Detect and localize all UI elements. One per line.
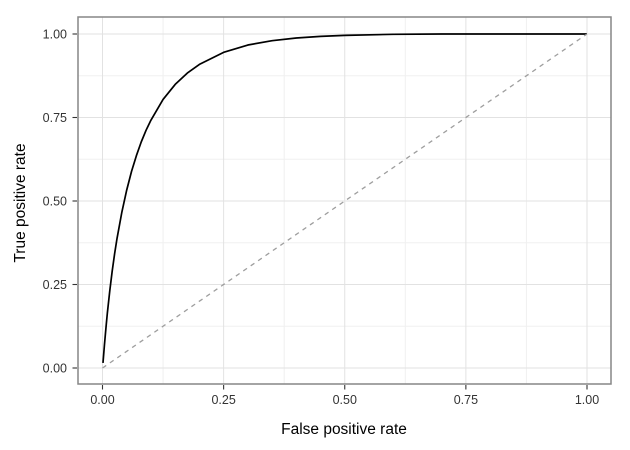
x-tick-label: 0.50 bbox=[333, 393, 357, 407]
y-tick-label: 0.25 bbox=[43, 278, 67, 292]
x-tick-label: 0.75 bbox=[454, 393, 478, 407]
y-tick-label: 0.75 bbox=[43, 111, 67, 125]
x-tick-label: 1.00 bbox=[575, 393, 599, 407]
y-tick-label: 1.00 bbox=[43, 28, 67, 42]
panel-border bbox=[77, 16, 612, 385]
x-tick-label: 0.25 bbox=[211, 393, 235, 407]
y-axis-title: True positive rate bbox=[12, 143, 29, 263]
chance-diagonal-line bbox=[102, 33, 588, 369]
roc-curve-line bbox=[102, 33, 587, 364]
y-tick-label: 0.50 bbox=[43, 195, 67, 209]
y-tick-label: 0.00 bbox=[43, 362, 67, 376]
x-axis-title: False positive rate bbox=[281, 421, 407, 438]
x-tick-label: 0.00 bbox=[90, 393, 114, 407]
